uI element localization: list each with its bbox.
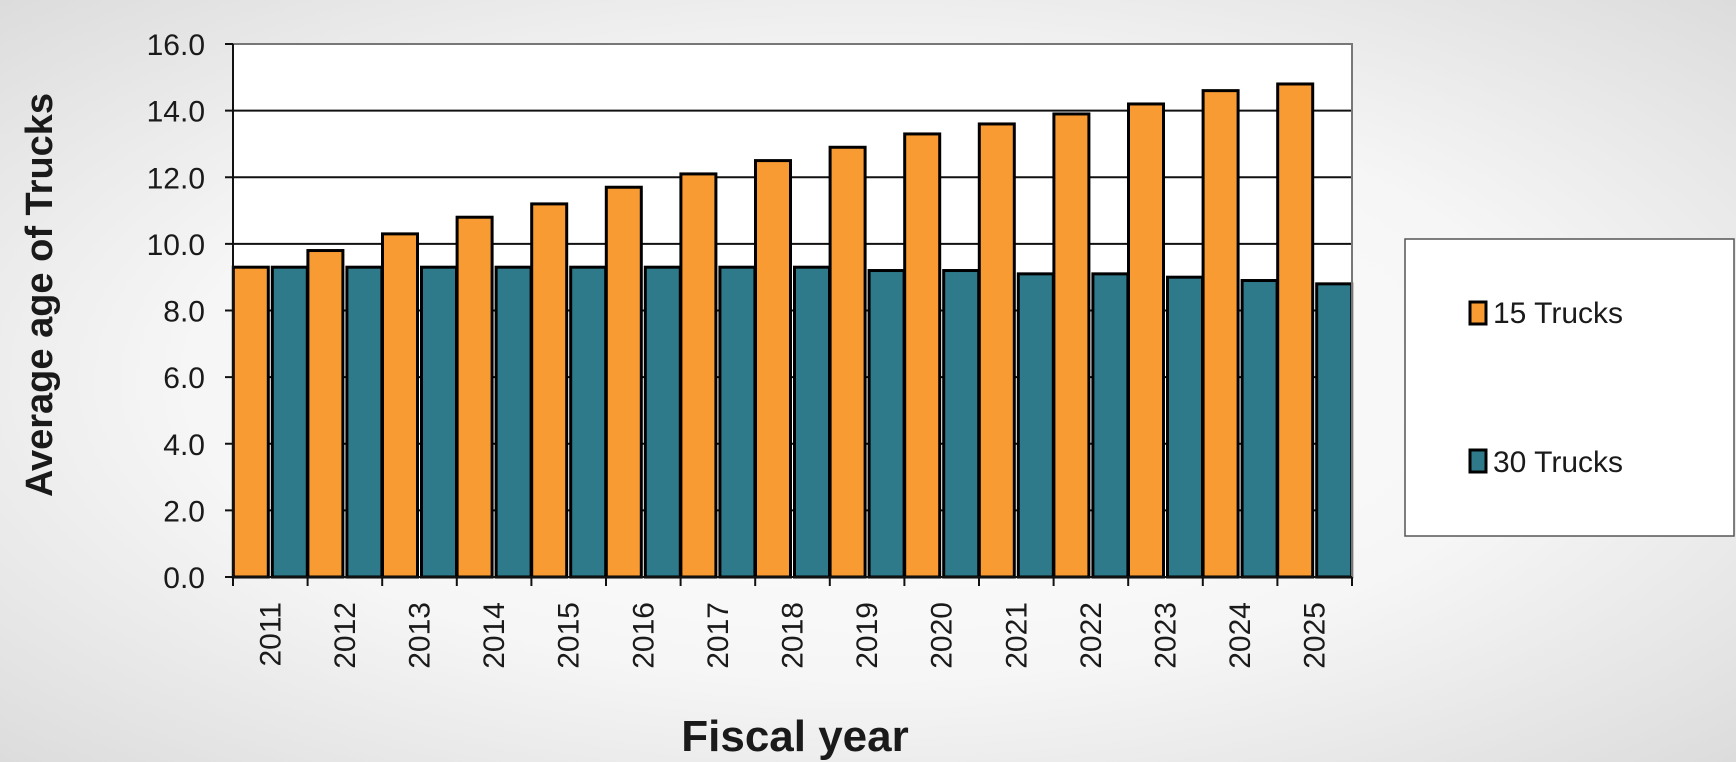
x-tick-label: 2012 <box>329 602 362 669</box>
bar-30-trucks-2014 <box>494 265 533 579</box>
bar-30-trucks-2012 <box>345 265 384 579</box>
y-tick-label: 2.0 <box>163 495 205 528</box>
bar-15-trucks-2022 <box>1052 112 1091 579</box>
x-tick-label: 2020 <box>926 602 959 669</box>
y-tick-label: 14.0 <box>147 96 205 129</box>
bar-15-trucks-2017 <box>679 172 718 579</box>
gridlines <box>233 44 1352 577</box>
bar-15-trucks-2012 <box>306 249 345 579</box>
x-tick-label: 2017 <box>702 602 735 669</box>
bar-30-trucks-2019 <box>867 269 906 579</box>
bar-30-trucks-2018 <box>793 265 831 579</box>
bar-15-trucks-2023 <box>1127 102 1165 579</box>
bar-15-trucks-2011 <box>231 265 270 579</box>
legend: 15 Trucks 30 Trucks <box>1404 238 1735 537</box>
bar-15-trucks-2015 <box>530 202 569 579</box>
y-tick-label: 6.0 <box>163 362 205 395</box>
bar-15-trucks-2019 <box>828 145 867 579</box>
x-tick-label: 2023 <box>1150 602 1183 669</box>
x-tick-labels: 2011 2012 2013 2014 2015 2016 2017 2018 2019 2020… <box>254 602 1331 669</box>
axes <box>225 43 1353 586</box>
x-tick-label: 2011 <box>254 602 287 667</box>
x-tick-label: 2015 <box>553 602 586 669</box>
bar-30-trucks-2017 <box>718 265 757 579</box>
y-tick-label: 10.0 <box>147 229 205 262</box>
x-tick-label: 2013 <box>404 602 437 669</box>
legend-label-15-trucks: 15 Trucks <box>1493 297 1623 330</box>
bar-30-trucks-2025 <box>1315 282 1354 579</box>
y-tick-label: 12.0 <box>147 162 205 195</box>
bar-15-trucks-2013 <box>381 232 419 579</box>
bar-15-trucks-2021 <box>977 122 1016 579</box>
bar-30-trucks-2015 <box>569 265 608 579</box>
bar-30-trucks-2011 <box>270 265 309 579</box>
x-tick-label: 2019 <box>851 602 884 669</box>
bar-15-trucks-2018 <box>754 159 792 579</box>
y-tick-labels: 0.0 2.0 4.0 6.0 8.0 10.0 12.0 14.0 16.0 <box>147 29 205 595</box>
bar-15-trucks-2016 <box>604 185 643 579</box>
legend-label-30-trucks: 30 Trucks <box>1493 446 1623 479</box>
bar-30-trucks-2024 <box>1240 279 1279 579</box>
legend-swatch-15-trucks <box>1468 300 1488 326</box>
bar-30-trucks-2020 <box>942 269 981 579</box>
y-tick-label: 0.0 <box>163 562 205 595</box>
bar-30-trucks-2023 <box>1166 275 1204 579</box>
bar-30-trucks-2013 <box>420 265 458 579</box>
bar-30-trucks-2022 <box>1091 272 1130 579</box>
bar-15-trucks-2020 <box>903 132 942 579</box>
x-tick-label: 2014 <box>478 602 511 669</box>
x-tick-label: 2021 <box>1000 602 1033 669</box>
legend-swatch-30-trucks <box>1468 448 1488 474</box>
bar-30-trucks-2021 <box>1016 272 1055 579</box>
x-tick-label: 2025 <box>1299 602 1332 669</box>
x-tick-label: 2016 <box>627 602 660 669</box>
x-tick-label: 2022 <box>1075 602 1108 669</box>
y-tick-label: 16.0 <box>147 29 205 62</box>
bar-15-trucks-2024 <box>1201 89 1240 579</box>
x-tick-label: 2018 <box>777 602 810 669</box>
y-tick-label: 4.0 <box>163 429 205 462</box>
y-tick-label: 8.0 <box>163 296 205 329</box>
x-tick-label: 2024 <box>1224 602 1257 669</box>
x-axis-title: Fiscal year <box>681 712 909 761</box>
y-axis-title: Average age of Trucks <box>19 93 61 497</box>
legend-box <box>1404 238 1735 537</box>
bar-30-trucks-2016 <box>643 265 682 579</box>
bar-15-trucks-2025 <box>1276 82 1315 579</box>
bar-15-trucks-2014 <box>455 215 494 579</box>
